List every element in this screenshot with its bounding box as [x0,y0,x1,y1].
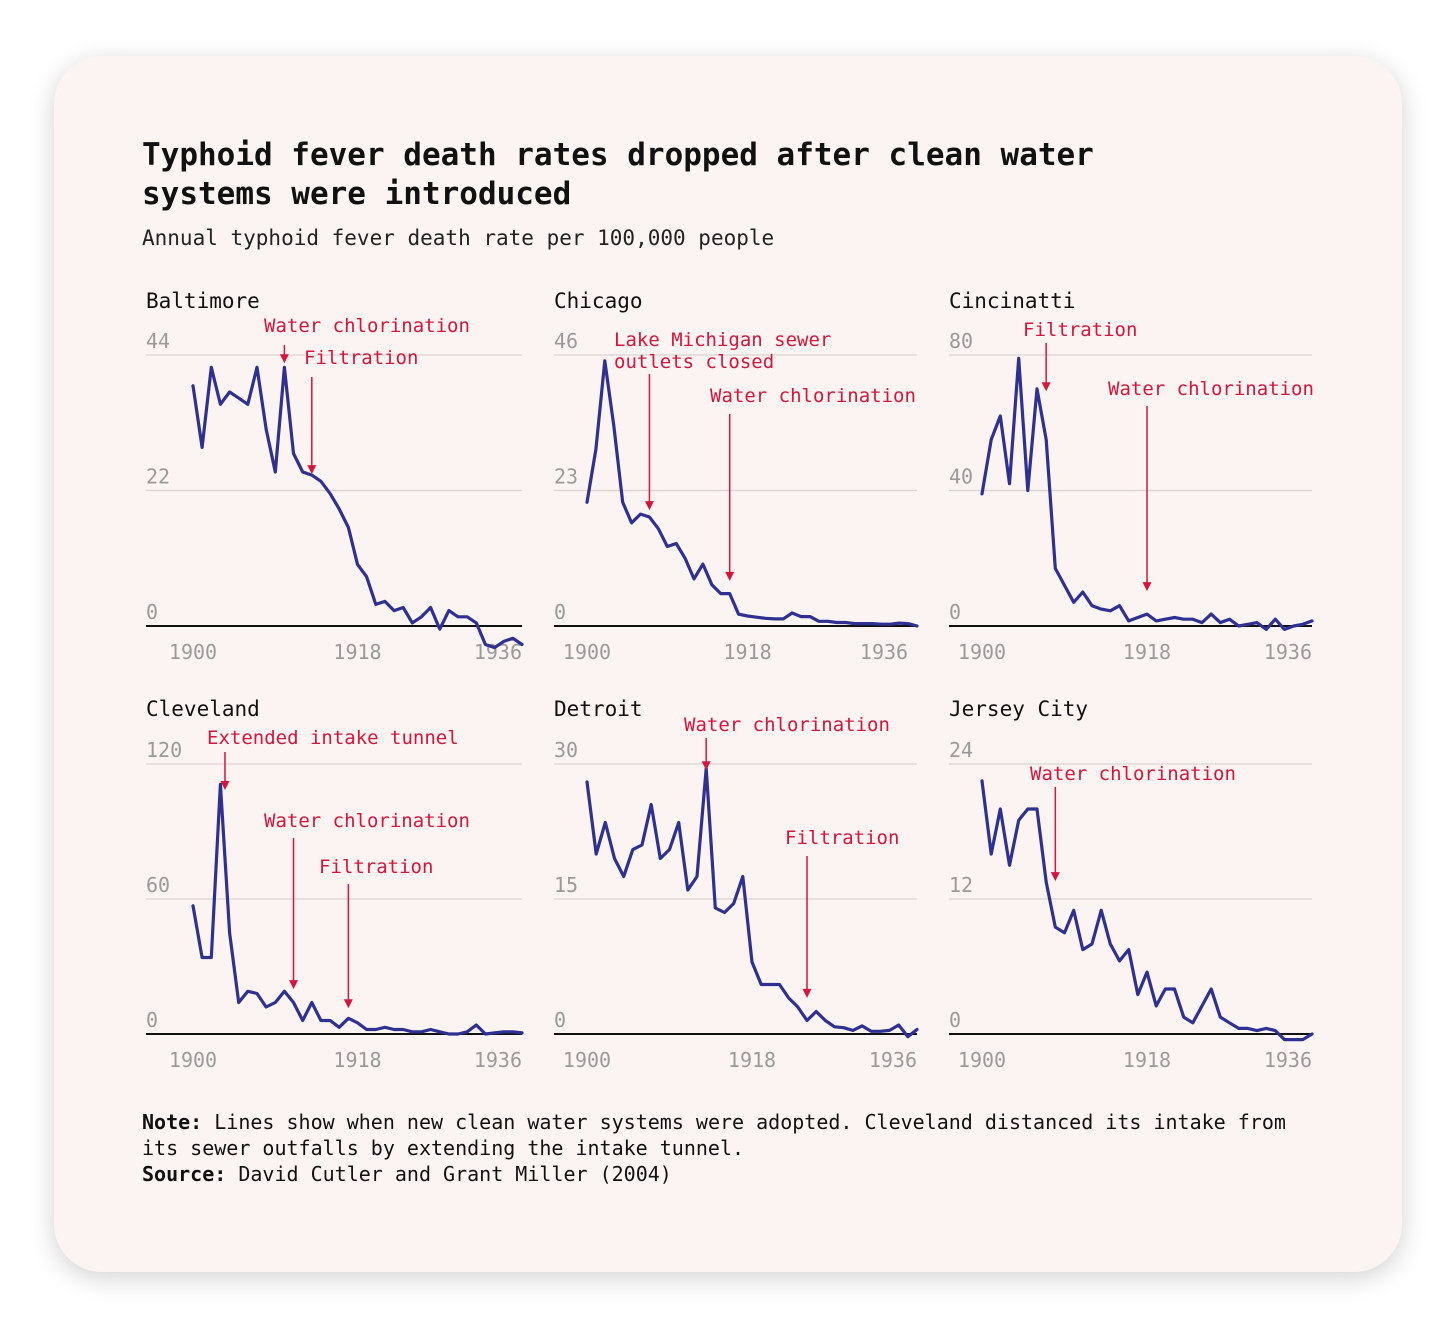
y-tick-label: 30 [554,738,578,762]
y-tick-label: 120 [146,738,182,762]
arrow-down-icon [644,501,654,511]
y-tick-label: 12 [949,873,973,897]
x-tick-label: 1918 [1123,640,1171,664]
annotation-label: Lake Michigan sewer [614,329,831,351]
data-line [191,365,524,650]
arrow-down-icon [802,988,812,998]
y-tick-label: 24 [949,738,973,762]
y-tick-label: 0 [146,1008,158,1032]
x-tick-label: 1900 [563,1048,611,1072]
data-line [980,779,1314,1042]
panel-title: Cleveland [146,697,260,721]
x-tick-label: 1936 [1264,640,1312,664]
annotation-label: Filtration [1023,319,1137,341]
panel-title: Baltimore [146,289,260,313]
y-tick-label: 0 [146,600,158,624]
panel-title: Detroit [554,697,643,721]
x-tick-label: 1900 [958,640,1006,664]
y-tick-label: 80 [949,329,973,353]
annotation-label: Water chlorination [684,714,890,736]
annotation-label: outlets closed [614,351,774,373]
arrow-down-icon [701,761,711,771]
note-label: Note: [142,1110,203,1134]
arrow-down-icon [1050,872,1060,882]
annotation-label: Extended intake tunnel [207,727,459,749]
x-tick-label: 1918 [723,640,771,664]
y-tick-label: 0 [949,600,961,624]
y-tick-label: 0 [949,1008,961,1032]
arrow-down-icon [307,465,317,475]
y-tick-label: 23 [554,465,578,489]
panel-title: Cincinatti [949,289,1075,313]
annotation-label: Filtration [319,856,433,878]
x-tick-label: 1900 [169,640,217,664]
note-line: Note: Lines show when new clean water sy… [142,1109,1292,1161]
x-tick-label: 1918 [728,1048,776,1072]
annotation-label: Water chlorination [1108,378,1314,400]
source-line: Source: David Cutler and Grant Miller (2… [142,1161,1292,1187]
note-text: Lines show when new clean water systems … [142,1110,1286,1160]
arrow-down-icon [289,980,299,990]
annotation-label: Filtration [785,827,899,849]
x-tick-label: 1900 [563,640,611,664]
annotation-label: Water chlorination [264,315,470,337]
x-tick-label: 1918 [333,640,381,664]
panel-title: Jersey City [949,697,1088,721]
data-line [585,766,919,1039]
chart-card [54,56,1402,1272]
x-tick-label: 1900 [958,1048,1006,1072]
annotation-label: Water chlorination [1030,763,1236,785]
chart-title: Typhoid fever death rates dropped after … [142,137,1094,212]
y-tick-label: 40 [949,465,973,489]
x-tick-label: 1918 [1123,1048,1171,1072]
data-line [585,359,919,628]
y-tick-label: 0 [554,600,566,624]
arrow-down-icon [343,999,353,1009]
source-text: David Cutler and Grant Miller (2004) [238,1162,672,1186]
panel-title: Chicago [554,289,643,313]
arrow-down-icon [725,571,735,581]
data-line [980,356,1314,632]
annotation-label: Filtration [304,347,418,369]
x-tick-label: 1936 [1264,1048,1312,1072]
y-tick-label: 60 [146,873,170,897]
y-tick-label: 46 [554,329,578,353]
x-tick-label: 1900 [169,1048,217,1072]
y-tick-label: 15 [554,873,578,897]
data-line [191,782,524,1036]
annotation-label: Water chlorination [264,810,470,832]
x-tick-label: 1936 [474,1048,522,1072]
arrow-down-icon [220,781,230,790]
chart-subtitle: Annual typhoid fever death rate per 100,… [142,226,775,250]
x-tick-label: 1936 [860,640,908,664]
notes-block: Note: Lines show when new clean water sy… [142,1109,1292,1187]
arrow-down-icon [279,354,289,364]
arrow-down-icon [1041,382,1051,392]
x-tick-label: 1936 [869,1048,917,1072]
y-tick-label: 22 [146,465,170,489]
source-label: Source: [142,1162,227,1186]
x-tick-label: 1918 [333,1048,381,1072]
y-tick-label: 0 [554,1008,566,1032]
annotation-label: Water chlorination [710,385,916,407]
arrow-down-icon [1142,582,1152,592]
y-tick-label: 44 [146,329,170,353]
